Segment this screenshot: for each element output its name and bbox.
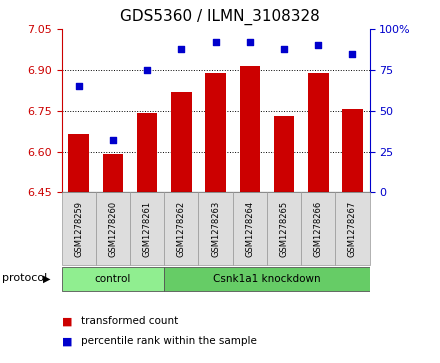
Point: [178, 46, 185, 52]
Bar: [308, 73, 329, 192]
Text: GSM1278266: GSM1278266: [314, 201, 323, 257]
Point: [349, 51, 356, 57]
Bar: [137, 114, 158, 192]
Text: GSM1278265: GSM1278265: [279, 201, 289, 257]
Bar: [233, 192, 267, 265]
Bar: [267, 192, 301, 265]
Bar: [130, 192, 164, 265]
Point: [143, 67, 150, 73]
Text: GSM1278260: GSM1278260: [108, 201, 117, 257]
Text: GSM1278267: GSM1278267: [348, 201, 357, 257]
Text: control: control: [95, 274, 131, 284]
Bar: [205, 73, 226, 192]
Text: ▶: ▶: [43, 273, 51, 284]
Point: [75, 83, 82, 89]
Text: GSM1278262: GSM1278262: [177, 201, 186, 257]
Text: ■: ■: [62, 316, 72, 326]
Bar: [164, 192, 198, 265]
Text: GSM1278264: GSM1278264: [246, 201, 254, 257]
Text: transformed count: transformed count: [81, 316, 179, 326]
Text: percentile rank within the sample: percentile rank within the sample: [81, 336, 257, 346]
Text: GDS5360 / ILMN_3108328: GDS5360 / ILMN_3108328: [120, 9, 320, 25]
Point: [315, 42, 322, 48]
Bar: [62, 268, 164, 291]
Bar: [198, 192, 233, 265]
Point: [246, 39, 253, 45]
Bar: [164, 268, 370, 291]
Point: [110, 137, 117, 143]
Text: GSM1278259: GSM1278259: [74, 201, 83, 257]
Bar: [69, 134, 89, 192]
Text: protocol: protocol: [2, 273, 48, 284]
Point: [212, 39, 219, 45]
Bar: [96, 192, 130, 265]
Bar: [103, 154, 123, 192]
Text: ■: ■: [62, 336, 72, 346]
Text: GSM1278261: GSM1278261: [143, 201, 152, 257]
Bar: [301, 192, 335, 265]
Bar: [239, 66, 260, 192]
Point: [281, 46, 288, 52]
Bar: [274, 116, 294, 192]
Bar: [335, 192, 370, 265]
Text: Csnk1a1 knockdown: Csnk1a1 knockdown: [213, 274, 321, 284]
Text: GSM1278263: GSM1278263: [211, 201, 220, 257]
Bar: [62, 192, 96, 265]
Bar: [342, 109, 363, 192]
Bar: [171, 92, 192, 192]
